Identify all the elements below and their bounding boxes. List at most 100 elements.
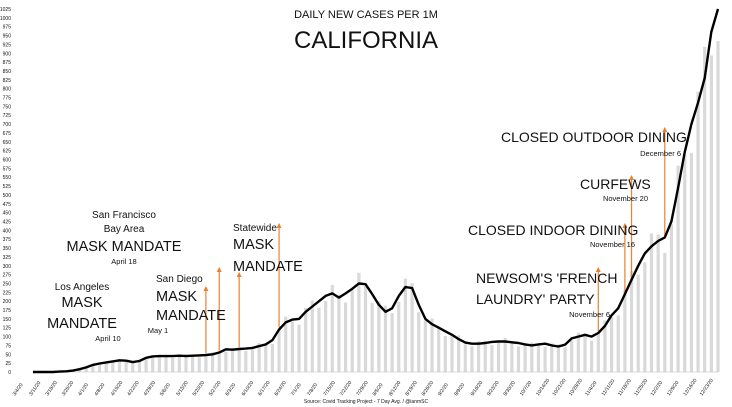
event-marker-arrow (622, 223, 628, 228)
daily-bar (111, 360, 115, 372)
y-tick-label: 225 (3, 290, 12, 296)
x-tick-label: 3/18/20 (44, 380, 59, 397)
annotation-label: San Francisco (92, 210, 156, 221)
daily-bar (270, 343, 275, 372)
annotation-date: December 6 (640, 149, 681, 158)
y-tick-label: 650 (3, 140, 12, 146)
y-tick-label: 600 (3, 158, 12, 164)
daily-bar (277, 329, 281, 372)
daily-bar (470, 346, 474, 372)
annotation-date: May 1 (148, 326, 168, 335)
daily-bar (410, 283, 414, 372)
x-tick-label: 12/16/20 (682, 378, 698, 398)
daily-bar (397, 302, 401, 372)
y-tick-label: 525 (3, 184, 12, 190)
x-tick-label: 8/26/20 (421, 380, 436, 397)
chart-source: Source: Covid Tracking Project - 7 Day A… (304, 399, 429, 405)
daily-bar (117, 360, 122, 372)
daily-bar (663, 252, 667, 372)
x-tick-label: 3/25/20 (61, 380, 76, 397)
x-tick-label: 5/13/20 (175, 380, 190, 397)
daily-bar (370, 303, 374, 372)
event-marker-arrow (276, 223, 282, 228)
x-tick-label: 3/11/20 (28, 380, 42, 397)
daily-bar (656, 234, 660, 372)
daily-bar (623, 289, 627, 372)
daily-bar (616, 315, 620, 372)
annotation-date: November 20 (603, 194, 648, 203)
daily-bar (197, 357, 201, 372)
daily-bar (550, 343, 554, 372)
chart-subtitle: CALIFORNIA (294, 27, 438, 54)
daily-bar (324, 301, 328, 372)
y-tick-label: 375 (3, 237, 12, 243)
y-tick-label: 350 (3, 246, 12, 252)
daily-bar (576, 332, 580, 372)
annotation-headline: CURFEWS (580, 176, 651, 192)
annotation-label: San Diego (156, 274, 203, 285)
annotation-headline: MANDATE (156, 308, 226, 324)
daily-bar (191, 355, 195, 372)
y-axis-tick-labels: 0 25 50 75 100 125 150 175 200 225 250 275 300 325 350… (0, 7, 11, 376)
daily-bar (536, 345, 541, 372)
x-tick-label: 9/2/20 (437, 382, 450, 397)
daily-bar (330, 284, 334, 372)
daily-bar (144, 358, 148, 372)
daily-bar (171, 357, 175, 372)
y-tick-label: 25 (5, 361, 11, 367)
daily-bar (676, 165, 680, 372)
daily-bar (343, 302, 348, 372)
y-tick-label: 200 (3, 299, 12, 305)
x-tick-label: 10/28/20 (568, 378, 584, 398)
daily-bar (91, 364, 95, 372)
annotation-headline: CLOSED OUTDOOR DINING (501, 129, 687, 145)
annotation: Statewide MASK MANDATE (233, 223, 303, 275)
annotation-headline: MASK (156, 289, 197, 305)
x-tick-label: 7/8/20 (306, 382, 319, 397)
y-tick-label: 950 (3, 34, 12, 40)
y-tick-label: 125 (3, 326, 12, 332)
daily-bar (556, 344, 560, 372)
daily-bar (570, 340, 574, 372)
daily-bar (596, 333, 600, 372)
x-tick-label: 12/2/20 (650, 380, 665, 397)
daily-bar (609, 316, 614, 372)
daily-bar (350, 289, 354, 372)
daily-bar (204, 354, 208, 372)
x-tick-label: 10/14/20 (535, 378, 551, 398)
x-tick-label: 12/9/20 (666, 380, 681, 397)
annotation: NEWSOM'S 'FRENCH LAUNDRY' PARTY November 6 (476, 270, 617, 319)
daily-bar (463, 344, 467, 372)
daily-bar (250, 349, 255, 372)
daily-bar (636, 274, 640, 372)
y-tick-label: 825 (3, 78, 12, 84)
y-tick-label: 850 (3, 69, 12, 75)
y-tick-label: 725 (3, 113, 12, 119)
x-tick-label: 12/23/20 (699, 378, 715, 398)
daily-bar (709, 55, 713, 372)
x-tick-label: 6/24/20 (273, 380, 288, 397)
daily-bar (649, 233, 654, 372)
daily-bar (496, 342, 501, 372)
annotation: CLOSED INDOOR DINING November 16 (468, 222, 638, 249)
y-tick-label: 875 (3, 60, 12, 66)
daily-bar (523, 343, 527, 372)
daily-bar (304, 307, 308, 372)
daily-bar (417, 312, 421, 372)
x-tick-label: 8/12/20 (388, 380, 403, 397)
event-marker-arrow (595, 267, 601, 272)
x-tick-label: 8/19/20 (404, 380, 419, 397)
daily-bar (257, 343, 261, 372)
daily-bar (563, 347, 567, 372)
annotation-label: Statewide (233, 223, 277, 234)
y-tick-label: 175 (3, 308, 12, 314)
daily-bar (516, 346, 521, 372)
event-marker-arrow (216, 267, 222, 272)
daily-bar (164, 355, 168, 372)
annotation-headline: MANDATE (47, 316, 117, 332)
annotation-headline: LAUNDRY' PARTY (476, 291, 595, 307)
y-tick-label: 100 (3, 335, 12, 341)
annotation-date: April 10 (95, 334, 120, 343)
daily-bar (104, 362, 108, 372)
